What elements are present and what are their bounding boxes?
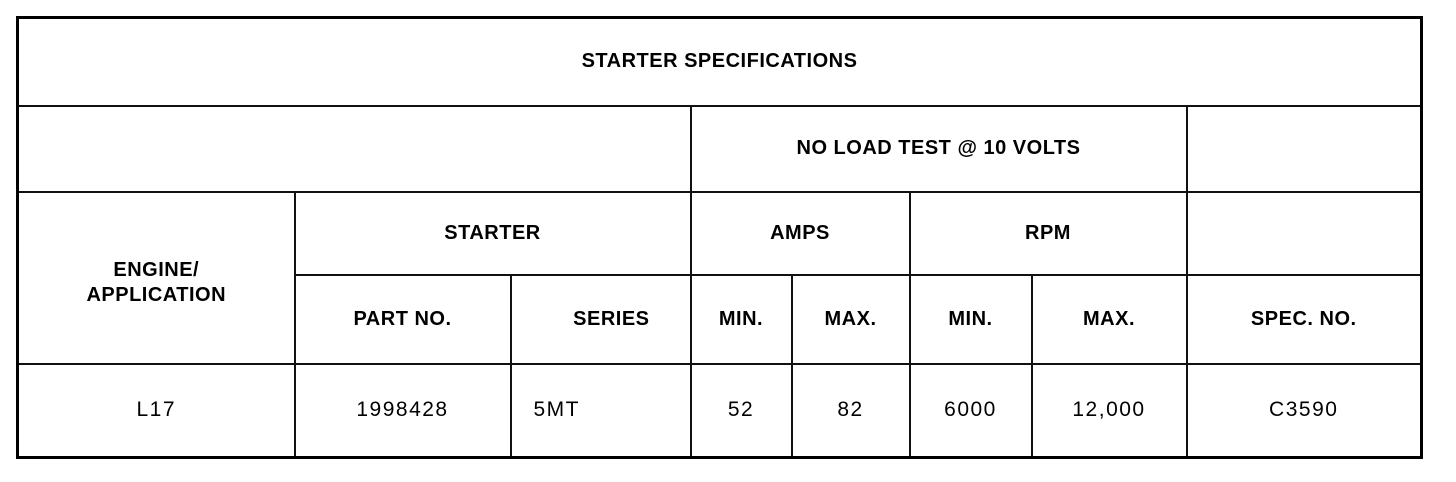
amps-max-cell: 82 — [790, 362, 911, 459]
engine-application-header: ENGINE/ APPLICATION — [16, 190, 296, 365]
starter-header: STARTER — [293, 190, 692, 276]
rpm-max-header: MAX. — [1030, 273, 1188, 365]
series-header: SERIES — [509, 273, 692, 365]
spec-no-header: SPEC. NO. — [1185, 273, 1423, 365]
empty-cell — [1185, 104, 1423, 193]
table-title: STARTER SPECIFICATIONS — [16, 16, 1423, 107]
rpm-min-header: MIN. — [908, 273, 1033, 365]
empty-cell — [1185, 190, 1423, 276]
rpm-min-cell: 6000 — [908, 362, 1033, 459]
series-cell: 5MT — [509, 362, 692, 459]
rpm-max-cell: 12,000 — [1030, 362, 1188, 459]
amps-header: AMPS — [689, 190, 911, 276]
empty-cell — [16, 104, 692, 193]
part-no-header: PART NO. — [293, 273, 512, 365]
amps-min-cell: 52 — [689, 362, 793, 459]
starter-specifications-table: STARTER SPECIFICATIONS NO LOAD TEST @ 10… — [16, 16, 1423, 459]
spec-no-cell: C3590 — [1185, 362, 1423, 459]
amps-max-header: MAX. — [790, 273, 911, 365]
no-load-test-header: NO LOAD TEST @ 10 VOLTS — [689, 104, 1188, 193]
amps-min-header: MIN. — [689, 273, 793, 365]
engine-cell: L17 — [16, 362, 296, 459]
part-no-cell: 1998428 — [293, 362, 512, 459]
rpm-header: RPM — [908, 190, 1188, 276]
table-row: L17 1998428 5MT 52 82 6000 12,000 C3590 — [16, 362, 1423, 459]
